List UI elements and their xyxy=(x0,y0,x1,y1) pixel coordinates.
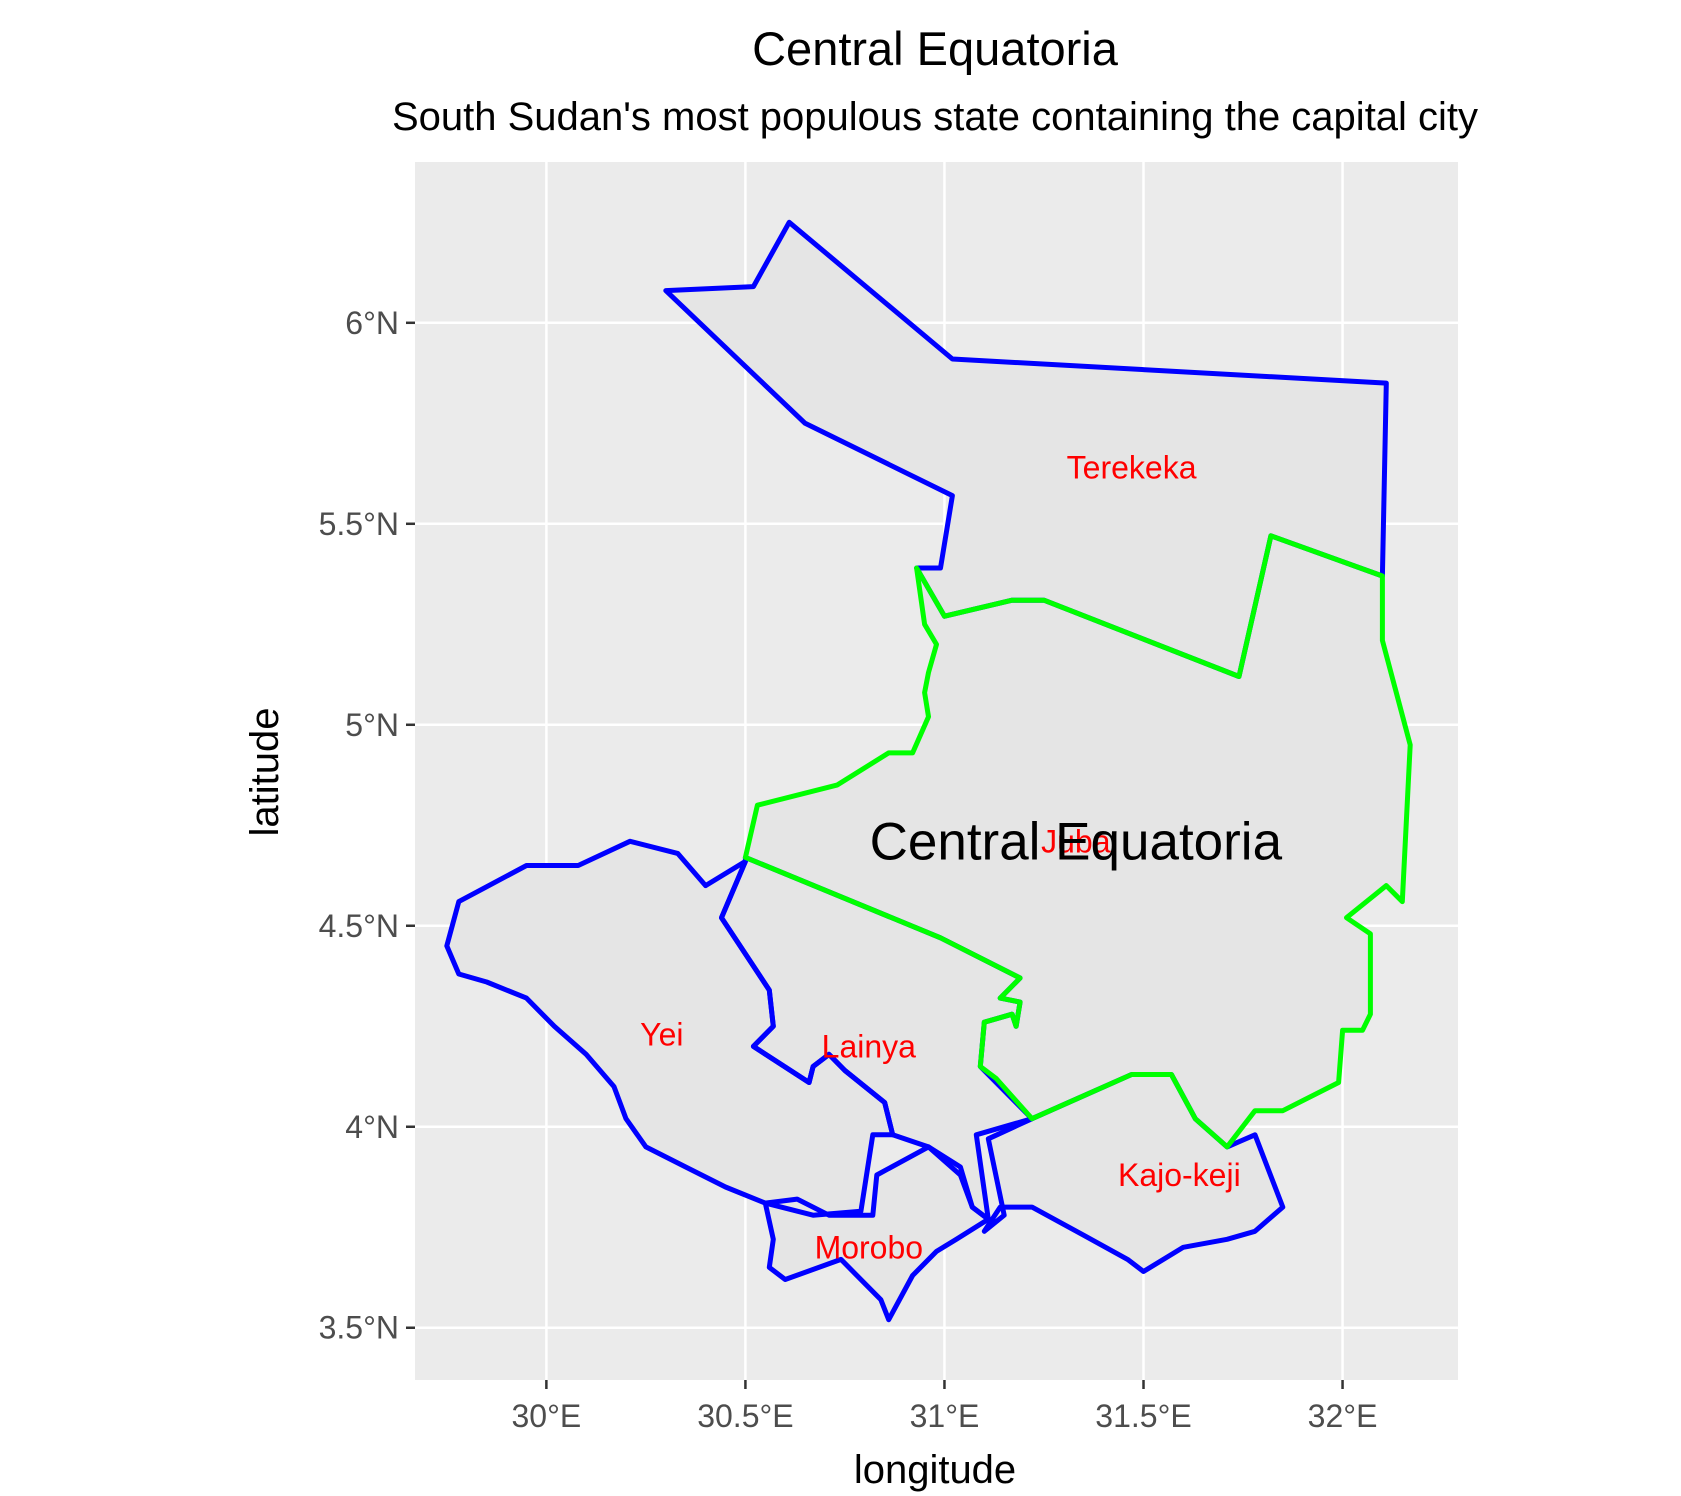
county-fill-morobo xyxy=(765,1146,989,1320)
county-label-juba: Juba xyxy=(1041,823,1111,859)
county-border-juba-highlight xyxy=(742,533,1413,1150)
y-tick-label: 5°N xyxy=(345,707,399,743)
x-tick-label: 30°E xyxy=(512,1398,582,1434)
county-label-morobo: Morobo xyxy=(815,1229,924,1265)
county-labels: Terekeka Juba Yei Lainya Morobo Kajo-keji xyxy=(640,450,1241,1266)
chart-title: Central Equatoria xyxy=(752,22,1119,75)
x-tick-label: 30.5°E xyxy=(697,1398,793,1434)
x-tick-label: 31.5°E xyxy=(1095,1398,1191,1434)
county-fill-kajo-keji xyxy=(984,1074,1283,1272)
county-label-lainya: Lainya xyxy=(822,1028,917,1064)
x-tick-label: 31°E xyxy=(910,1398,980,1434)
county-fill-yei xyxy=(446,841,893,1216)
county-fill-juba xyxy=(745,535,1411,1147)
y-tick-label: 3.5°N xyxy=(319,1310,399,1346)
y-tick-label: 4.5°N xyxy=(319,908,399,944)
county-label-terekeka: Terekeka xyxy=(1067,450,1197,486)
county-fill-terekeka xyxy=(665,222,1387,677)
y-tick-label: 5.5°N xyxy=(319,506,399,542)
county-label-kajo-keji: Kajo-keji xyxy=(1118,1157,1241,1193)
y-tick-label: 4°N xyxy=(345,1109,399,1145)
y-axis-title: latitude xyxy=(243,708,287,837)
y-tick-label: 6°N xyxy=(345,305,399,341)
county-border-morobo xyxy=(762,1144,991,1323)
axis-ticks: 30°E 30.5°E 31°E 31.5°E 32°E 3.5°N 4°N 4.5°N 5°N… xyxy=(319,305,1378,1434)
x-axis-title: longitude xyxy=(854,1448,1016,1492)
chart-subtitle: South Sudan's most populous state contai… xyxy=(392,95,1478,139)
state-label: Central Equatoria xyxy=(870,812,1283,871)
county-label-yei: Yei xyxy=(640,1016,683,1052)
county-polygons xyxy=(444,219,1413,1323)
x-tick-label: 32°E xyxy=(1308,1398,1378,1434)
county-fill-lainya xyxy=(721,857,1032,1220)
